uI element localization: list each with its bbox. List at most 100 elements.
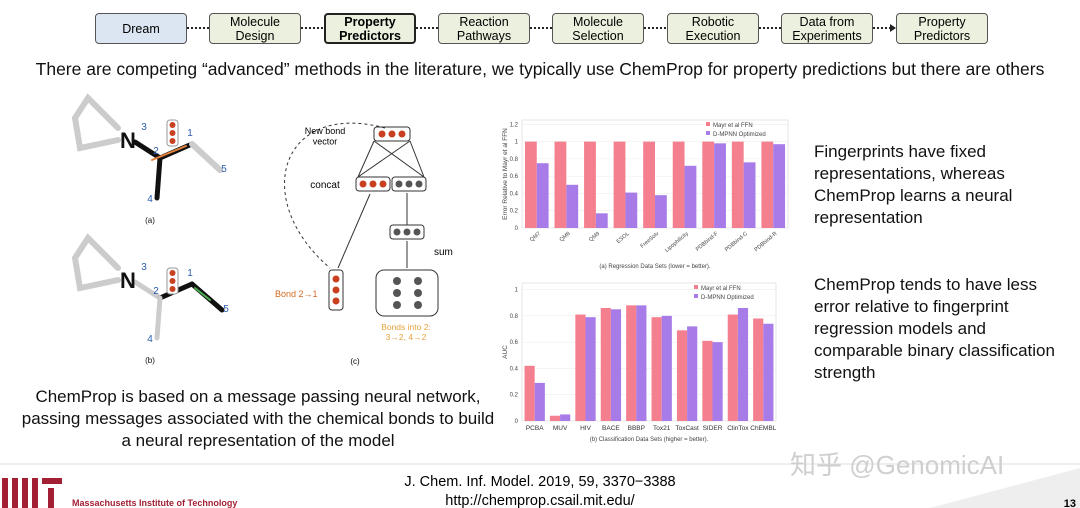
x-tick-label: BBBP bbox=[628, 425, 645, 432]
bar bbox=[763, 323, 774, 421]
footer: Massachusetts Institute of Technology J.… bbox=[0, 450, 1080, 508]
molecule-label: 2 bbox=[153, 286, 159, 297]
molecule-label: 1 bbox=[187, 128, 193, 139]
x-tick-label: PCBA bbox=[526, 425, 544, 432]
x-tick-label: PDBbind-C bbox=[724, 231, 749, 253]
left-caption: ChemProp is based on a message passing n… bbox=[21, 387, 495, 450]
legend-label: Mayr et al FFN bbox=[701, 286, 741, 292]
bar bbox=[743, 162, 756, 228]
workflow-connectors bbox=[187, 24, 896, 32]
y-tick-label: 1 bbox=[515, 288, 519, 294]
x-tick-label: ToxCast bbox=[675, 425, 699, 432]
molecule-b bbox=[71, 233, 225, 341]
bar bbox=[643, 141, 655, 228]
x-tick-label: Lipophilicity bbox=[664, 231, 690, 254]
citation: J. Chem. Inf. Model. 2019, 59, 3370−3388 bbox=[404, 474, 675, 490]
y-axis-label: AUC bbox=[502, 345, 509, 359]
bar bbox=[761, 141, 774, 228]
network-label: (c) bbox=[350, 357, 360, 366]
classification-chart: 0 0.2 0.4 0.6 0.8 1 AUC PCBA MUV HIV BACE BBBP Tox21… bbox=[502, 282, 777, 443]
network-nodes bbox=[332, 130, 423, 309]
bar bbox=[727, 314, 738, 421]
workflow-step: Property Predictors bbox=[324, 13, 416, 44]
legend-label: D-MPNN Optimized bbox=[713, 132, 766, 138]
x-tick-label: QM9 bbox=[588, 231, 601, 243]
bar bbox=[655, 195, 667, 228]
x-tick-label: ESOL bbox=[616, 231, 631, 245]
bar bbox=[702, 340, 713, 421]
legend-swatch bbox=[694, 294, 698, 298]
bar bbox=[702, 141, 715, 228]
bar bbox=[595, 213, 608, 228]
network-label: Bond 2→1 bbox=[275, 289, 318, 299]
bar bbox=[575, 314, 586, 421]
y-tick-label: 0.8 bbox=[510, 157, 519, 163]
y-tick-label: 1 bbox=[515, 140, 519, 146]
workflow-step: Robotic Execution bbox=[667, 13, 759, 44]
chart-caption: (b) Classification Data Sets (higher = b… bbox=[590, 437, 709, 443]
bar bbox=[731, 141, 744, 228]
molecule-label: 2 bbox=[153, 146, 159, 157]
bar bbox=[676, 330, 688, 421]
molecule-a bbox=[71, 93, 223, 201]
bar bbox=[773, 144, 786, 228]
bar bbox=[610, 309, 622, 421]
footer-decoration bbox=[930, 468, 1080, 508]
network-label: Bonds into 2: 3→2, 4→2 bbox=[381, 322, 431, 342]
x-tick-label: PDBbind-F bbox=[695, 231, 720, 253]
bar bbox=[613, 141, 626, 228]
right-text-2: ChemProp tends to have less error relati… bbox=[814, 275, 1055, 382]
bar bbox=[672, 141, 685, 228]
molecule-label: N bbox=[120, 268, 136, 293]
bar bbox=[549, 415, 561, 421]
x-tick-label: SIDER bbox=[703, 425, 723, 432]
molecule-label: (b) bbox=[145, 356, 155, 365]
y-tick-label: 0 bbox=[515, 419, 519, 425]
x-tick-label: Tox21 bbox=[653, 425, 671, 432]
x-tick-label: BACE bbox=[602, 425, 620, 432]
url: http://chemprop.csail.mit.edu/ bbox=[445, 493, 635, 508]
bar bbox=[524, 365, 535, 421]
network-label: New bond vector bbox=[305, 126, 346, 146]
watermark: 知乎 @GenomicAI bbox=[790, 450, 1004, 480]
bar bbox=[534, 382, 545, 421]
y-tick-label: 0 bbox=[515, 226, 519, 232]
bar bbox=[560, 414, 571, 421]
molecule-label: 3 bbox=[141, 262, 147, 273]
bar bbox=[661, 315, 672, 421]
x-tick-label: ClinTox bbox=[727, 425, 749, 432]
legend-swatch bbox=[694, 285, 698, 289]
page-number: 13 bbox=[1064, 498, 1076, 508]
legend-label: Mayr et al FFN bbox=[713, 123, 753, 129]
workflow-step: Property Predictors bbox=[896, 13, 988, 44]
workflow-step: Reaction Pathways bbox=[438, 13, 530, 44]
molecule-label: 3 bbox=[141, 122, 147, 133]
legend-swatch bbox=[706, 131, 710, 135]
workflow-step: Molecule Design bbox=[209, 13, 301, 44]
bar bbox=[584, 141, 596, 228]
bar bbox=[687, 326, 698, 421]
bar bbox=[684, 165, 697, 228]
workflow-step: Dream bbox=[95, 13, 187, 44]
bar bbox=[714, 143, 726, 228]
molecule-label: 5 bbox=[221, 164, 227, 175]
molecule-label: N bbox=[120, 128, 136, 153]
x-tick-label: PDBbind-R bbox=[754, 231, 779, 253]
y-tick-label: 0.4 bbox=[510, 191, 519, 197]
mit-logo bbox=[2, 478, 62, 508]
subtitle: There are competing “advanced” methods i… bbox=[35, 59, 1045, 79]
right-text-1: Fingerprints have fixed representations,… bbox=[814, 142, 1013, 227]
y-tick-label: 0.6 bbox=[510, 174, 519, 180]
bar bbox=[651, 317, 662, 421]
network-diagram bbox=[284, 122, 439, 317]
x-tick-label: MUV bbox=[553, 425, 568, 432]
workflow-step: Data from Experiments bbox=[781, 13, 873, 44]
bar bbox=[712, 342, 723, 421]
x-tick-label: FreeSolv bbox=[640, 231, 661, 250]
arrowhead bbox=[890, 24, 896, 32]
y-tick-label: 0.8 bbox=[510, 314, 519, 320]
molecule-label: 1 bbox=[187, 268, 193, 279]
